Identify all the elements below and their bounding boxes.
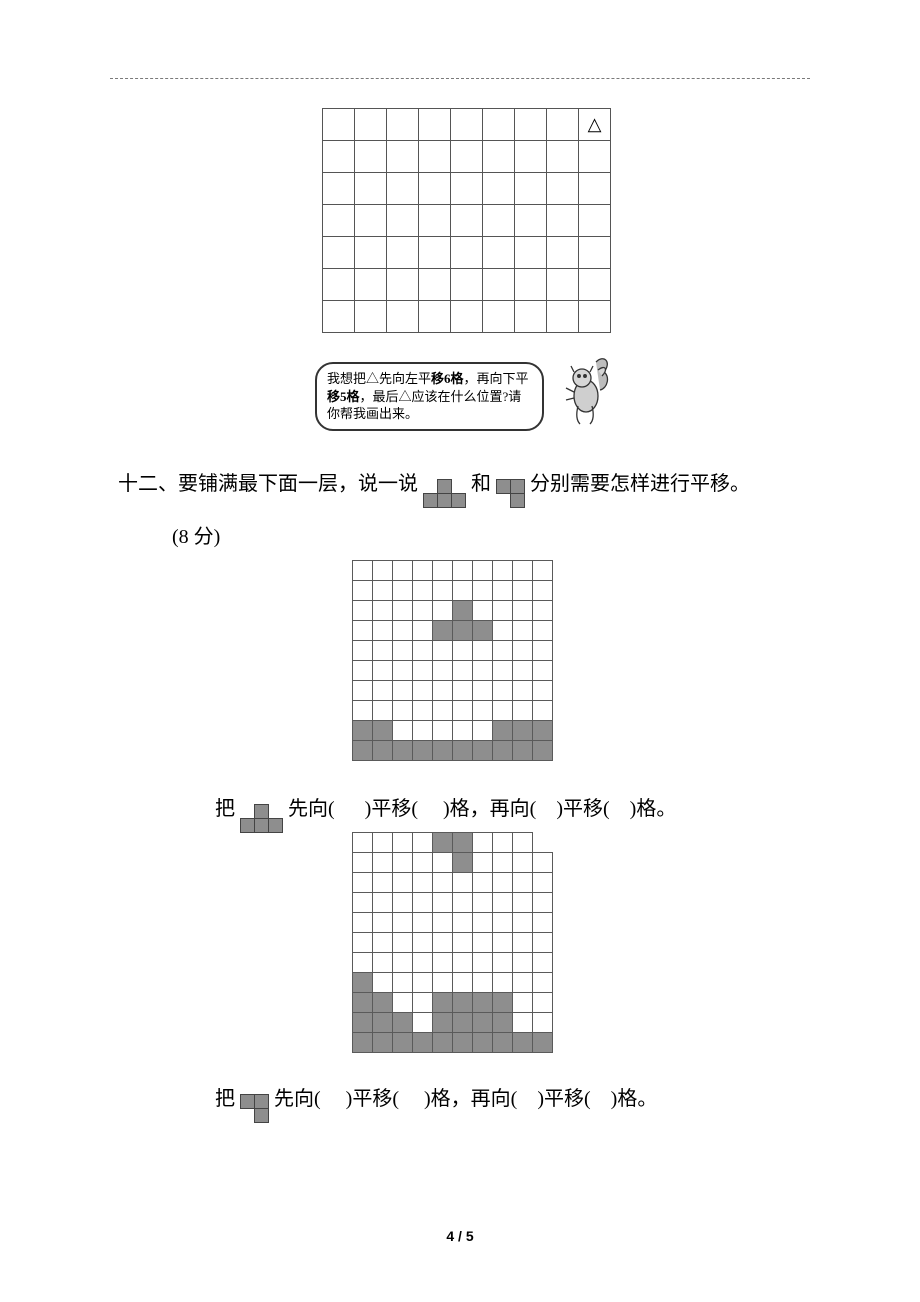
sentence-2: 把 先向( )平移( )格，再向( )平移( )格。 — [215, 1082, 810, 1123]
grid-c — [352, 832, 553, 1053]
tetromino-l-icon — [496, 478, 525, 508]
s1-t4: )平移( — [556, 798, 609, 820]
s1-t2: )平移( — [365, 798, 418, 820]
q12-heading-pre: 十二、要铺满最下面一层，说一说 — [118, 473, 418, 495]
sentence-1: 把 先向( )平移( )格，再向( )平移( )格。 — [215, 792, 810, 833]
s2-t5: )格。 — [611, 1088, 658, 1110]
bubble-bold-2: 移5格 — [327, 389, 360, 404]
page-footer: 4 / 5 — [0, 1228, 920, 1244]
speech-bubble: 我想把△先向左平移6格，再向下平 移5格，最后△应该在什么位置?请你帮我画出来。 — [315, 362, 544, 431]
s1-t5: )格。 — [630, 798, 677, 820]
q12-heading: 十二、要铺满最下面一层，说一说 和 分别需要怎样进行平移。 — [118, 470, 810, 508]
tetromino-l-icon — [240, 1094, 269, 1123]
q12-heading-mid: 和 — [471, 473, 491, 495]
bubble-bold-1: 移6格 — [431, 371, 464, 386]
section-a-grid: △ — [322, 108, 611, 333]
tetromino-s-icon — [240, 804, 283, 833]
squirrel-icon — [552, 356, 610, 431]
speech-row: 我想把△先向左平移6格，再向下平 移5格，最后△应该在什么位置?请你帮我画出来。 — [315, 356, 635, 431]
s1-t3: )格，再向( — [443, 798, 536, 820]
q12-heading-post: 分别需要怎样进行平移。 — [530, 473, 750, 495]
s2-t2: )平移( — [346, 1088, 399, 1110]
bubble-text-p1: 我想把△先向左平 — [327, 371, 431, 386]
grid-b — [352, 560, 553, 761]
tetromino-s-icon — [423, 478, 466, 508]
s1-t1: 先向( — [288, 798, 335, 820]
bubble-text-p2: ，再向下平 — [464, 371, 529, 386]
s2-pre: 把 — [215, 1088, 235, 1110]
top-rule — [110, 78, 810, 79]
q12-points: (8 分) — [172, 520, 220, 549]
s2-t3: )格，再向( — [424, 1088, 517, 1110]
s2-t4: )平移( — [537, 1088, 590, 1110]
s1-pre: 把 — [215, 798, 235, 820]
s2-t1: 先向( — [274, 1088, 321, 1110]
